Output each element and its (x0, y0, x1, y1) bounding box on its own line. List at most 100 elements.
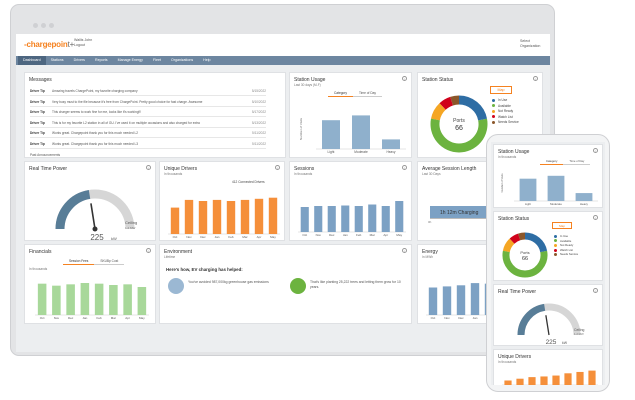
bar-apr[interactable] (254, 198, 264, 234)
slice-needs-service[interactable] (450, 95, 460, 106)
nav-item-drivers[interactable]: Drivers (73, 58, 85, 62)
tab-skubp-cost[interactable]: SKUBp Cost (94, 258, 125, 265)
bar-apr[interactable] (123, 284, 132, 315)
bar-nov[interactable] (516, 378, 524, 385)
tab-session-fees[interactable]: Session Fees (63, 258, 95, 265)
nav-item-organizations[interactable]: Organizations (170, 58, 194, 62)
bar-oct[interactable] (504, 380, 512, 386)
info-icon[interactable]: i (402, 248, 407, 253)
bar-moderate[interactable] (547, 175, 565, 201)
info-icon[interactable]: i (275, 165, 280, 170)
x-tick-label: May (270, 235, 276, 239)
logout-link[interactable]: Logout (74, 43, 85, 47)
bar-nov[interactable] (442, 286, 452, 315)
bar-dec[interactable] (528, 377, 536, 385)
bar-may[interactable] (137, 287, 147, 315)
info-icon[interactable]: i (402, 76, 407, 81)
past-announcements-link[interactable]: Past Announcements (30, 153, 61, 157)
info-icon[interactable]: i (593, 215, 598, 220)
bar-heavy[interactable] (575, 193, 593, 201)
slice-available[interactable] (502, 250, 548, 278)
bar-light[interactable] (322, 120, 340, 149)
bar-jan[interactable] (212, 199, 222, 234)
slice-not-ready[interactable] (502, 238, 515, 253)
bar-feb[interactable] (226, 201, 236, 234)
station-usage-card: Station Usage Last 30 days (M-F) i Categ… (289, 72, 412, 158)
status-legend: In Use Available Not Ready Watch List Needs … (492, 98, 519, 126)
bar-jan[interactable] (341, 205, 350, 233)
bar-moderate[interactable] (352, 115, 370, 149)
bar-feb[interactable] (94, 283, 104, 315)
message-row[interactable]: Driver Tip Very busy must to the file bec… (30, 98, 266, 107)
mobile-tab-time-of-day[interactable]: Time of Day (563, 158, 591, 165)
bar-oct[interactable] (428, 287, 438, 316)
info-icon[interactable]: i (593, 288, 598, 293)
bar-may[interactable] (268, 197, 278, 234)
app-header: -chargepoint+ Wallis John Logout Select Or… (16, 34, 550, 56)
bar-may[interactable] (588, 370, 596, 385)
x-tick-label: Moderate (354, 150, 368, 154)
tab-time-of-day[interactable]: Time of Day (352, 90, 382, 97)
nav-item-manage-energy[interactable]: Manage Energy (117, 58, 143, 62)
info-icon[interactable]: i (146, 248, 151, 253)
bar-feb[interactable] (354, 206, 363, 232)
bar-feb[interactable] (552, 375, 560, 385)
slice-needs-service[interactable] (518, 232, 526, 241)
info-icon[interactable]: i (593, 148, 598, 153)
bar-jan[interactable] (540, 376, 548, 385)
bar-dec[interactable] (66, 284, 75, 315)
bar-dec[interactable] (456, 285, 466, 315)
window-controls[interactable] (33, 15, 57, 33)
slice-watch-list[interactable] (439, 96, 454, 110)
bar-nov[interactable] (52, 285, 61, 315)
info-icon[interactable]: i (146, 165, 151, 170)
bar-mar[interactable] (564, 373, 572, 385)
bar-mar[interactable] (368, 204, 377, 233)
bar-jan[interactable] (80, 283, 90, 315)
message-row[interactable]: Driver Tip This charger seems to work fin… (30, 108, 266, 117)
bar-nov[interactable] (184, 199, 194, 234)
slice-not-ready[interactable] (431, 103, 446, 121)
slice-watch-list[interactable] (509, 233, 521, 244)
slice-in-use[interactable] (524, 232, 548, 253)
nav-item-reports[interactable]: Reports (94, 58, 108, 62)
bar-dec[interactable] (198, 201, 208, 234)
slice-available[interactable] (430, 118, 488, 153)
account-menu[interactable]: Wallis John Logout (74, 38, 92, 48)
nav-item-help[interactable]: Help (203, 58, 211, 62)
legend-item: Needs Service (554, 252, 578, 257)
bar-light[interactable] (519, 178, 537, 201)
bar-apr[interactable] (381, 206, 390, 232)
bar-may[interactable] (395, 201, 404, 232)
message-row[interactable]: Driver Tip Works great. Chargepoint thank… (30, 140, 266, 149)
nav-item-dashboard[interactable]: Dashboard (18, 56, 46, 65)
slice-in-use[interactable] (458, 95, 487, 121)
station-usage-chart: Light Moderate Heavy Number of Visits (299, 115, 406, 154)
trees-fact: That's like planting 25,222 trees and le… (310, 280, 401, 289)
info-icon[interactable]: i (533, 76, 538, 81)
mobile-tab-category[interactable]: Category (540, 158, 564, 165)
bar-jan[interactable] (470, 283, 480, 315)
x-tick-label: Jan (215, 235, 220, 239)
organization-selector[interactable]: Select Organization (520, 39, 541, 48)
bar-dec[interactable] (327, 206, 336, 232)
message-row[interactable]: Driver Tip This is for my favorite L2 sta… (30, 119, 266, 128)
bar-nov[interactable] (314, 206, 323, 232)
bar-oct[interactable] (37, 283, 47, 315)
nav-item-stations[interactable]: Stations (50, 58, 64, 62)
bar-oct[interactable] (170, 207, 180, 234)
bar-heavy[interactable] (382, 139, 400, 149)
bar-apr[interactable] (576, 371, 584, 385)
x-tick-label: Oct (431, 316, 436, 320)
message-row[interactable]: Driver Tip Amazing travels ChargePoint, m… (30, 87, 266, 96)
bar-mar[interactable] (240, 199, 250, 234)
mobile-map-button[interactable]: Map (552, 222, 572, 229)
chargepoint-logo[interactable]: -chargepoint+ (24, 40, 75, 49)
tab-category[interactable]: Category (328, 90, 353, 97)
message-row[interactable]: Driver Tip Works great. Chargepoint thank… (30, 129, 266, 138)
bar-oct[interactable] (300, 207, 309, 232)
info-icon[interactable]: i (402, 165, 407, 170)
nav-item-fleet[interactable]: Fleet (152, 58, 161, 62)
map-button[interactable]: Map (490, 86, 512, 94)
bar-mar[interactable] (109, 285, 118, 315)
